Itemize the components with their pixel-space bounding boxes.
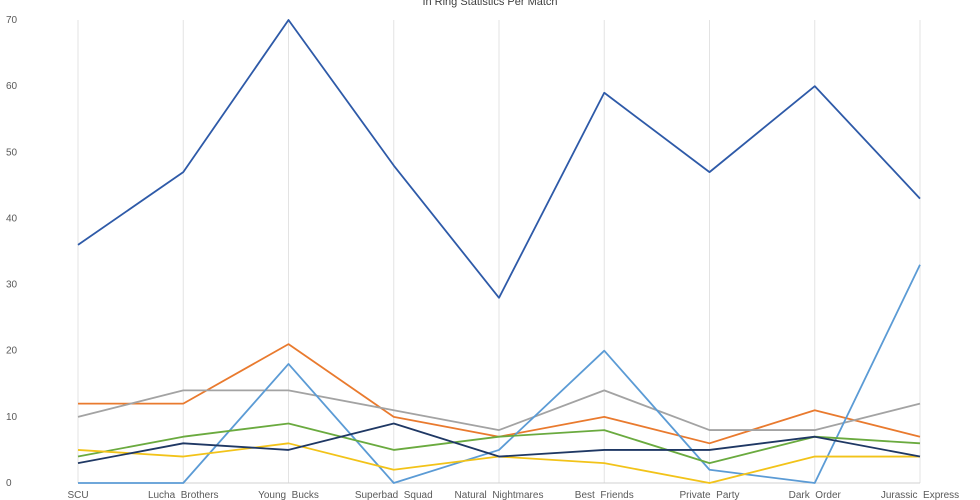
x-tick-label: Private Party: [679, 490, 739, 500]
series-line: [77, 389, 921, 431]
series-line: [77, 422, 921, 465]
x-tick-label: Dark Order: [789, 490, 842, 500]
x-tick-label: Lucha Brothers: [148, 490, 219, 500]
x-tick-label: SCU: [67, 490, 88, 500]
y-tick-label: 20: [6, 346, 18, 357]
x-tick-label: Best Friends: [575, 490, 634, 500]
x-tick-label: Superbad Squad: [355, 490, 433, 500]
series-line: [78, 264, 921, 484]
x-tick-label: Young Bucks: [258, 490, 319, 500]
y-tick-label: 70: [6, 15, 18, 26]
y-tick-label: 10: [6, 412, 18, 423]
y-tick-label: 0: [6, 478, 12, 489]
y-tick-label: 30: [6, 280, 18, 291]
y-tick-label: 60: [6, 81, 18, 92]
series-line: [77, 19, 921, 299]
y-tick-label: 50: [6, 147, 18, 158]
y-tick-label: 40: [6, 213, 18, 224]
series-line: [77, 422, 921, 465]
x-tick-label: Natural Nightmares: [455, 490, 544, 500]
x-tick-label: Jurassic Express: [881, 490, 959, 500]
chart-title: In Ring Statistics Per Match: [422, 0, 558, 8]
